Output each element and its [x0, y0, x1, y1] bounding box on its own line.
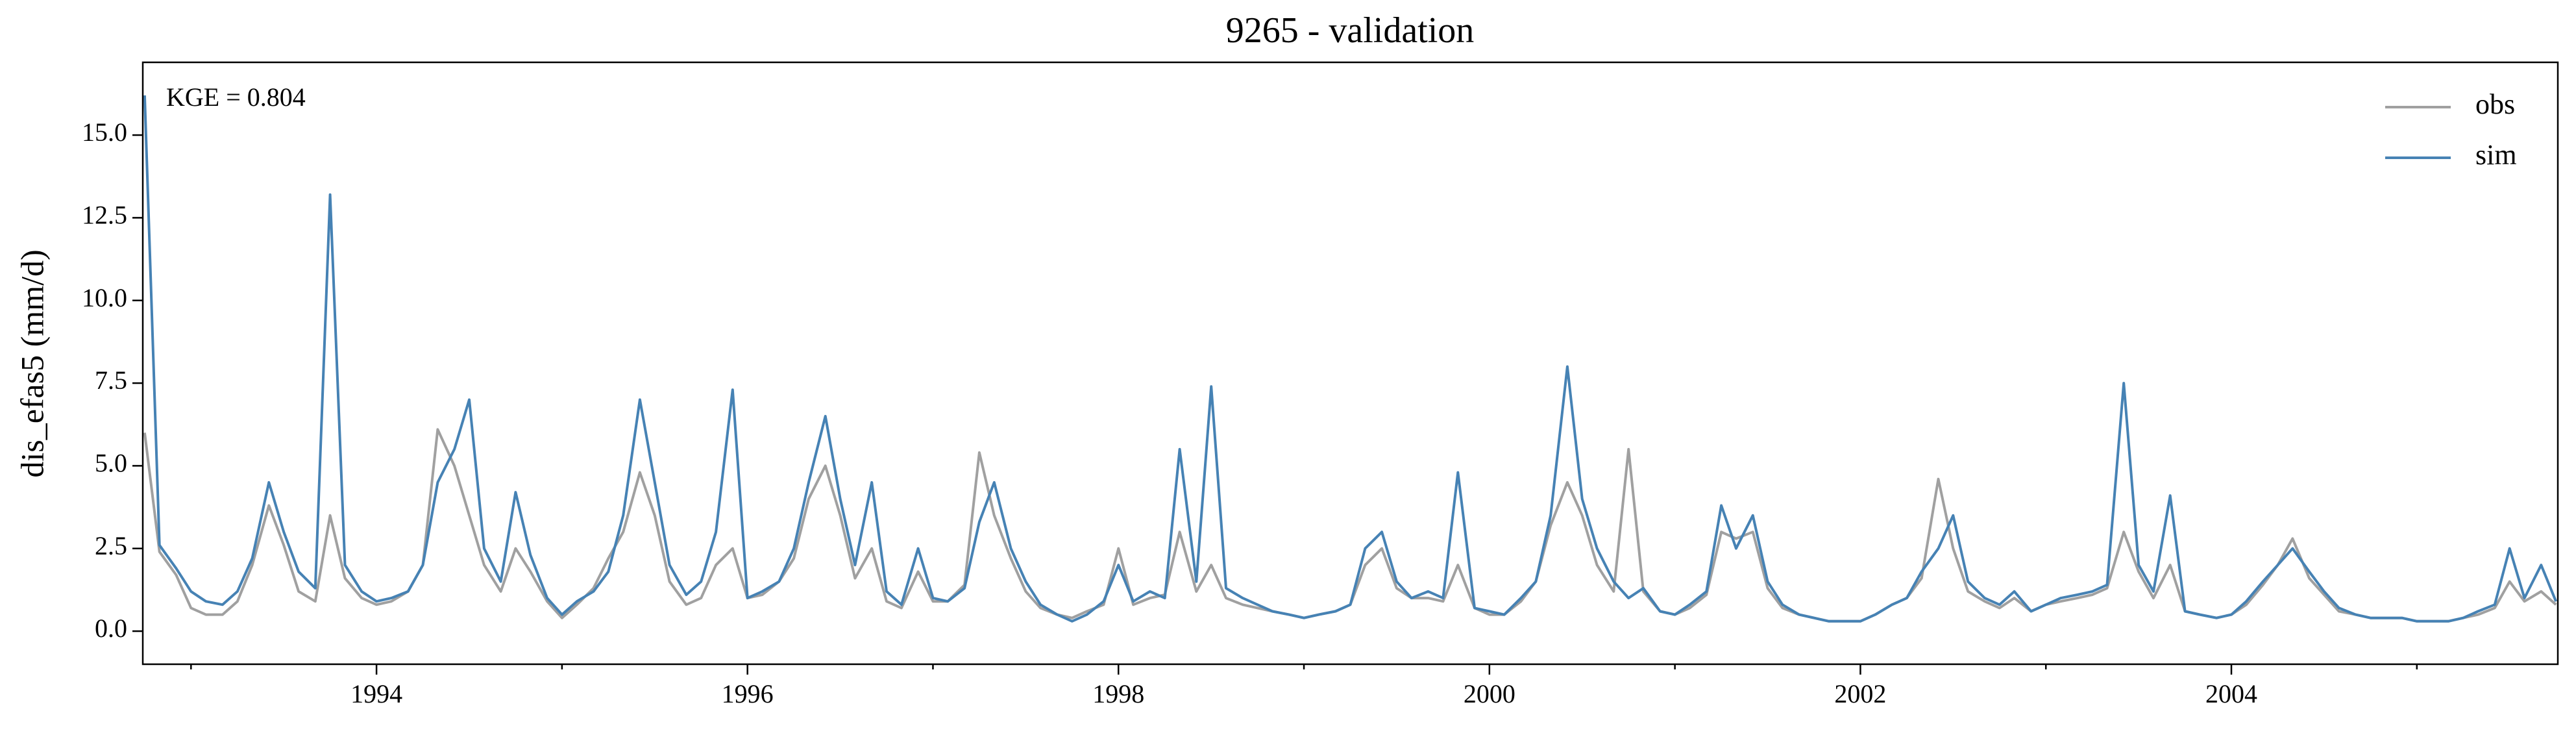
y-tick-label: 12.5: [82, 201, 127, 230]
annotation: KGE = 0.804: [166, 82, 306, 112]
x-tick-label: 1994: [350, 679, 402, 708]
x-tick-label: 1996: [722, 679, 774, 708]
y-tick-label: 7.5: [95, 366, 127, 395]
y-tick-label: 2.5: [95, 531, 127, 560]
legend-label: sim: [2475, 139, 2517, 171]
y-tick-label: 15.0: [82, 118, 127, 147]
x-tick-label: 2000: [1464, 679, 1515, 708]
legend-label: obs: [2475, 88, 2515, 120]
chart-title: 9265 - validation: [1226, 10, 1475, 51]
x-tick-label: 2004: [2205, 679, 2257, 708]
series-line: [143, 95, 2557, 623]
x-tick-label: 1998: [1092, 679, 1144, 708]
plot-frame: [141, 61, 2559, 666]
y-tick-label: 10.0: [82, 283, 127, 312]
y-tick-label: 0.0: [95, 614, 127, 643]
y-axis-label: dis_efas5 (mm/d): [14, 249, 50, 477]
x-tick-label: 2002: [1834, 679, 1886, 708]
series-line: [143, 428, 2557, 623]
y-tick-label: 5.0: [95, 449, 127, 478]
